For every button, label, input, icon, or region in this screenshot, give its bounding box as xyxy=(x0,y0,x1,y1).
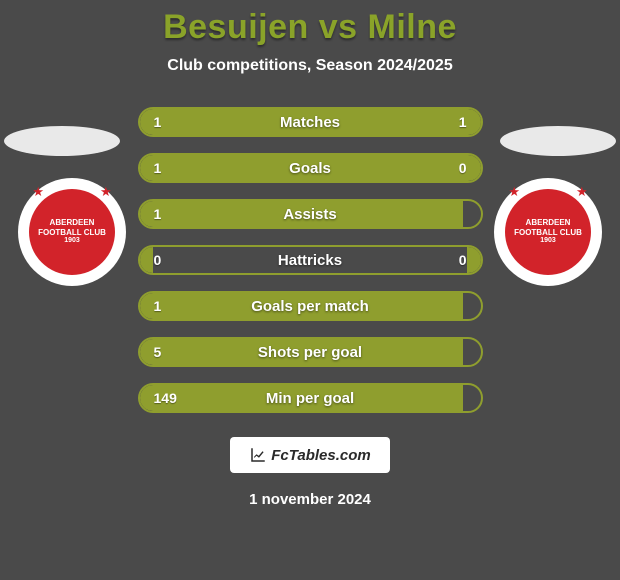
date-text: 1 november 2024 xyxy=(249,491,371,508)
stat-row: 10Goals xyxy=(138,153,483,183)
stat-rows: 11Matches 10Goals 1Assists 00Hattricks 1Goal… xyxy=(0,107,620,413)
stat-label: Matches xyxy=(140,114,481,131)
page-title: Besuijen vs Milne xyxy=(163,8,457,47)
watermark-text: FcTables.com xyxy=(271,447,370,464)
stat-row: 5Shots per goal xyxy=(138,337,483,367)
stat-label: Hattricks xyxy=(140,252,481,269)
watermark: FcTables.com xyxy=(230,437,390,473)
stat-row: 1Goals per match xyxy=(138,291,483,321)
stat-row: 1Assists xyxy=(138,199,483,229)
page-subtitle: Club competitions, Season 2024/2025 xyxy=(167,57,452,75)
chart-icon xyxy=(249,446,267,464)
stat-row: 11Matches xyxy=(138,107,483,137)
stat-row: 00Hattricks xyxy=(138,245,483,275)
stat-label: Shots per goal xyxy=(140,344,481,361)
stat-label: Goals xyxy=(140,160,481,177)
stat-label: Assists xyxy=(140,206,481,223)
stat-label: Goals per match xyxy=(140,298,481,315)
stat-label: Min per goal xyxy=(140,390,481,407)
stat-row: 149Min per goal xyxy=(138,383,483,413)
comparison-card: Besuijen vs Milne Club competitions, Sea… xyxy=(0,0,620,580)
